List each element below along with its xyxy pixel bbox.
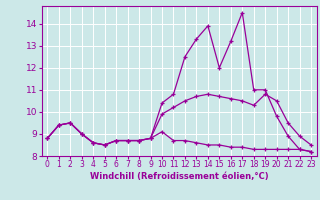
X-axis label: Windchill (Refroidissement éolien,°C): Windchill (Refroidissement éolien,°C) [90,172,268,181]
